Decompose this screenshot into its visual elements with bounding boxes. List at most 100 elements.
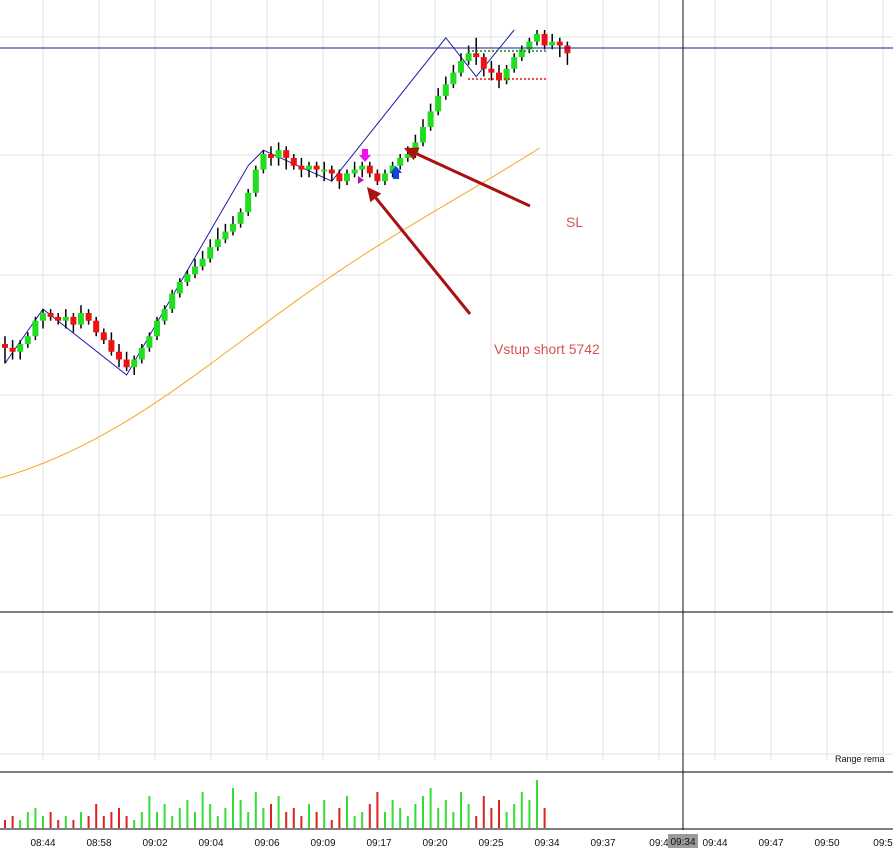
candles (2, 30, 571, 375)
candle-body (518, 49, 525, 58)
sell-signal-icon (359, 149, 371, 162)
x-tick-label: 08:44 (30, 838, 55, 849)
candle (55, 312, 62, 325)
candle (313, 161, 320, 178)
candle-body (488, 68, 495, 73)
candle (450, 64, 457, 89)
candle-body (359, 165, 366, 170)
candle (161, 305, 168, 325)
candle-body (458, 61, 464, 73)
candle-body (78, 312, 84, 325)
candle-body (435, 95, 442, 112)
candle (237, 208, 244, 228)
candle-body (344, 173, 350, 182)
candle-body (366, 165, 373, 174)
annotation-sl: SL (566, 214, 583, 230)
sl-arrow (404, 147, 531, 208)
candle-body (397, 157, 404, 166)
candle (214, 227, 221, 251)
entry-arrow (367, 187, 472, 315)
grid-lines (0, 0, 893, 760)
x-tick-label: 09:17 (366, 838, 391, 849)
x-tick-label: 09:06 (254, 838, 279, 849)
candle (176, 278, 183, 298)
candle (344, 169, 350, 186)
x-tick-label: 09:02 (142, 838, 167, 849)
candle-body (389, 165, 396, 174)
candle (222, 223, 229, 244)
candle-body (420, 126, 426, 143)
x-tick-label: 09:44 (702, 838, 727, 849)
candle-body (116, 351, 122, 360)
cursor-time-label: 09:34 (668, 834, 698, 848)
candle (458, 53, 464, 77)
x-tick-label: 09:20 (422, 838, 447, 849)
candle-body (237, 212, 244, 224)
candle-body (306, 165, 312, 170)
candle-body (62, 316, 69, 321)
x-tick-label: 09:5 (873, 838, 893, 849)
candle-body (526, 41, 533, 50)
candle (465, 45, 472, 65)
candle-body (556, 41, 563, 46)
x-tick-label: 09:47 (758, 838, 783, 849)
candle-body (541, 33, 548, 46)
candle (290, 154, 297, 170)
candle-body (70, 316, 77, 325)
arrow-head (367, 187, 382, 203)
candle (321, 161, 328, 182)
range-remaining-label: Range rema (835, 754, 885, 764)
candle (2, 336, 8, 364)
arrow-shaft (416, 152, 531, 208)
candle-body (214, 239, 221, 248)
candle (40, 309, 46, 329)
candle (9, 340, 16, 360)
candle (366, 161, 373, 178)
candle-body (374, 173, 381, 182)
candle-body (24, 336, 31, 344)
candle-body (351, 169, 358, 174)
candle (146, 332, 153, 352)
candle (488, 61, 495, 81)
candle-body (252, 169, 259, 193)
moving-average-line (0, 147, 540, 479)
candle (230, 216, 236, 236)
candle (328, 165, 335, 182)
x-tick-label: 09:34 (534, 838, 559, 849)
candle (199, 250, 206, 271)
candle-body (17, 343, 24, 352)
candle-body (298, 165, 305, 170)
candle (108, 332, 115, 356)
candle-body (9, 347, 16, 352)
candle (549, 33, 556, 50)
candle (17, 340, 24, 360)
candle-body (404, 154, 411, 158)
x-tick-label: 08:58 (86, 838, 111, 849)
candle-body (442, 84, 449, 96)
candle (359, 161, 366, 178)
buy-signal-icon (390, 166, 402, 179)
candle-body (207, 247, 214, 259)
candle (70, 312, 77, 333)
panel-separators (0, 611, 893, 830)
candle (116, 343, 122, 368)
candle-body (511, 57, 518, 69)
x-tick-label: 09:09 (310, 838, 335, 849)
crosshair[interactable]: 09:34 (668, 0, 698, 848)
cursor-label-text: 09:34 (670, 837, 695, 848)
candle-body (283, 150, 290, 158)
x-tick-label: 09:37 (590, 838, 615, 849)
candle (245, 188, 252, 217)
candle-body (496, 72, 502, 81)
candle-body (382, 173, 388, 182)
moving-average-path (0, 147, 540, 479)
candle (541, 30, 548, 50)
candle (62, 309, 69, 329)
candle (496, 64, 502, 89)
candle (298, 157, 305, 178)
candle-body (85, 312, 92, 321)
x-tick-label: 09:50 (814, 838, 839, 849)
candle-body (40, 312, 46, 321)
level-lines (0, 47, 893, 80)
